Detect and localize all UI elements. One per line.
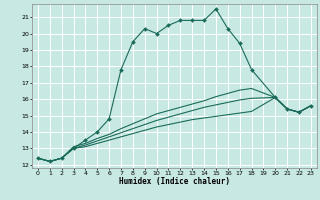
X-axis label: Humidex (Indice chaleur): Humidex (Indice chaleur) [119, 177, 230, 186]
